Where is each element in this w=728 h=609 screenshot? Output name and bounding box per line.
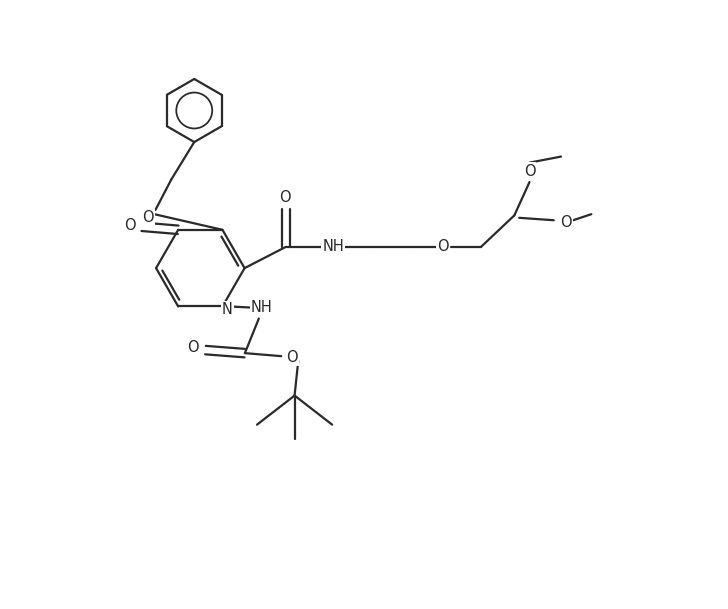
Text: O: O (188, 340, 199, 355)
Text: O: O (279, 189, 290, 205)
Text: O: O (523, 164, 535, 178)
Text: O: O (143, 209, 154, 225)
Text: NH: NH (323, 239, 344, 255)
Text: O: O (438, 239, 449, 255)
Text: O: O (124, 218, 135, 233)
Text: N: N (222, 302, 233, 317)
Text: NH: NH (251, 300, 273, 315)
Text: O: O (286, 350, 298, 365)
Text: O: O (560, 215, 571, 230)
